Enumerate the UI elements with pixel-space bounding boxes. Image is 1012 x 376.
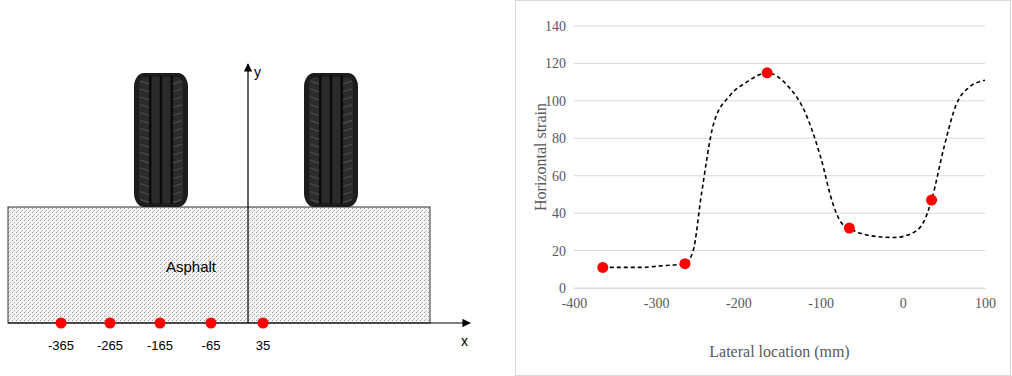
x-tick-label: -200 (726, 296, 752, 311)
y-tick: 60 (552, 169, 574, 184)
y-tick: 80 (552, 131, 574, 146)
grid-line (574, 250, 985, 251)
x-tick: -100 (808, 288, 834, 311)
y-tick: 100 (545, 94, 574, 109)
y-tick: 120 (545, 56, 574, 71)
sensor-dot (155, 318, 166, 329)
x-tick: 0 (900, 288, 907, 311)
y-grid (574, 26, 985, 288)
layer-label: Asphalt (166, 258, 217, 275)
tire (134, 73, 188, 207)
data-point (844, 223, 855, 234)
y-tick-label: 20 (552, 244, 566, 259)
y-tick: 0 (559, 281, 574, 296)
x-tick-label: 100 (975, 296, 996, 311)
data-point (597, 262, 608, 273)
grid-line (574, 175, 985, 176)
grid-line (574, 26, 985, 27)
y-tick-label: 60 (552, 169, 566, 184)
x-tick: -200 (726, 288, 752, 311)
y-axis: 0 20 40 60 80 100 120 140 (545, 19, 575, 296)
x-axis: -400 -300 -200 -100 0 100 (562, 288, 996, 311)
asphalt-layer (8, 207, 430, 323)
grid-line (574, 100, 985, 101)
y-tick-label: 120 (545, 56, 566, 71)
plot-area (597, 67, 985, 273)
data-point (762, 67, 773, 78)
y-axis-letter: y (254, 64, 261, 80)
x-tick-label: 0 (900, 296, 907, 311)
y-tick-label: 80 (552, 131, 566, 146)
y-tick-label: 0 (559, 281, 566, 296)
grid-line (574, 63, 985, 64)
y-tick-label: 40 (552, 206, 566, 221)
y-tick: 40 (552, 206, 574, 221)
sensor-label: -65 (202, 338, 221, 353)
sensor-label: 35 (256, 338, 270, 353)
x-tick-label: -100 (808, 296, 834, 311)
data-point (926, 195, 937, 206)
diagram: y x Asphalt -365 -265 -165 -65 35 (8, 64, 470, 353)
grid-line (574, 213, 985, 214)
sensor-dot (56, 318, 67, 329)
sensor-label: -365 (48, 338, 74, 353)
sensor-label: -165 (147, 338, 173, 353)
y-tick: 140 (545, 19, 574, 34)
tire (304, 73, 358, 207)
sensor-dot (105, 318, 116, 329)
grid-line (574, 288, 985, 289)
x-axis-letter: x (461, 333, 468, 349)
x-arrow (8, 322, 470, 323)
sensor-dot (206, 318, 217, 329)
y-axis-title: Horizontal strain (532, 103, 549, 211)
x-axis-title: Lateral location (mm) (709, 343, 849, 361)
series-line (603, 73, 985, 268)
y-axis-line (574, 27, 575, 289)
chart: -400 -300 -200 -100 0 100 0 20 40 60 80 100 120 140 La… (516, 1, 1011, 376)
y-arrow (247, 64, 248, 323)
root: y x Asphalt -365 -265 -165 -65 35 -400 -300 -200 -1… (0, 0, 1012, 376)
x-tick-label: -300 (644, 296, 670, 311)
sensor-dot (258, 318, 269, 329)
x-axis-line (575, 288, 986, 289)
y-tick-label: 140 (545, 19, 566, 34)
x-tick-label: -400 (562, 296, 588, 311)
x-tick: -300 (644, 288, 670, 311)
grid-line (574, 138, 985, 139)
chart-frame (516, 1, 1011, 376)
x-tick: 100 (975, 288, 996, 311)
data-point (679, 258, 690, 269)
y-tick: 20 (552, 244, 574, 259)
sensor-label: -265 (97, 338, 123, 353)
